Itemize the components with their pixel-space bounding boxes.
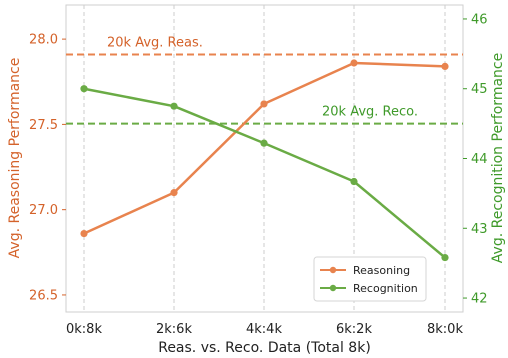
tick-labels: 0k:8k 2k:6k 4k:4k 6k:2k 8k:0k 26.5 27.0 27.5 28.… xyxy=(29,12,488,337)
data-point xyxy=(80,229,88,238)
legend: Reasoning Recognition xyxy=(313,256,427,302)
data-point xyxy=(170,189,178,197)
y-axis-right-title: Avg. Recognition Performance xyxy=(490,53,506,263)
y-right-tick-label: 43 xyxy=(471,222,488,237)
data-point xyxy=(260,139,268,147)
data-point xyxy=(350,177,358,186)
legend-box xyxy=(313,256,427,302)
x-tick-label: 0k:8k xyxy=(66,322,102,337)
reference-line-label: 20k Avg. Reco. xyxy=(322,105,418,120)
data-point xyxy=(350,59,358,67)
legend-label-reasoning: Reasoning xyxy=(353,264,410,277)
data-point xyxy=(80,85,88,93)
data-point xyxy=(260,100,268,108)
x-tick-label: 6k:2k xyxy=(336,322,372,337)
legend-marker-recognition xyxy=(329,284,337,292)
legend-marker-reasoning xyxy=(329,266,337,274)
x-tick-label: 8k:0k xyxy=(427,322,463,337)
y-left-tick-label: 27.0 xyxy=(29,203,58,218)
data-point xyxy=(170,102,178,110)
y-right-tick-label: 46 xyxy=(471,12,488,27)
series-group xyxy=(80,59,449,262)
data-point xyxy=(441,253,449,262)
y-left-tick-label: 26.5 xyxy=(29,288,58,303)
data-point xyxy=(441,62,449,70)
y-axis-left-title: Avg. Reasoning Performance xyxy=(7,58,23,259)
x-tick-label: 2k:6k xyxy=(156,322,192,337)
x-axis-title: Reas. vs. Reco. Data (Total 8k) xyxy=(158,340,371,356)
y-left-tick-label: 28.0 xyxy=(29,33,58,48)
y-left-tick-label: 27.5 xyxy=(29,118,58,133)
legend-label-recognition: Recognition xyxy=(353,282,418,295)
y-right-tick-label: 45 xyxy=(471,82,488,97)
reference-lines: 20k Avg. Reas. 20k Avg. Reco. xyxy=(66,35,463,125)
y-right-tick-label: 44 xyxy=(471,152,488,167)
reference-line-label: 20k Avg. Reas. xyxy=(107,35,203,50)
x-tick-label: 4k:4k xyxy=(246,322,282,337)
y-right-tick-label: 42 xyxy=(471,292,488,307)
